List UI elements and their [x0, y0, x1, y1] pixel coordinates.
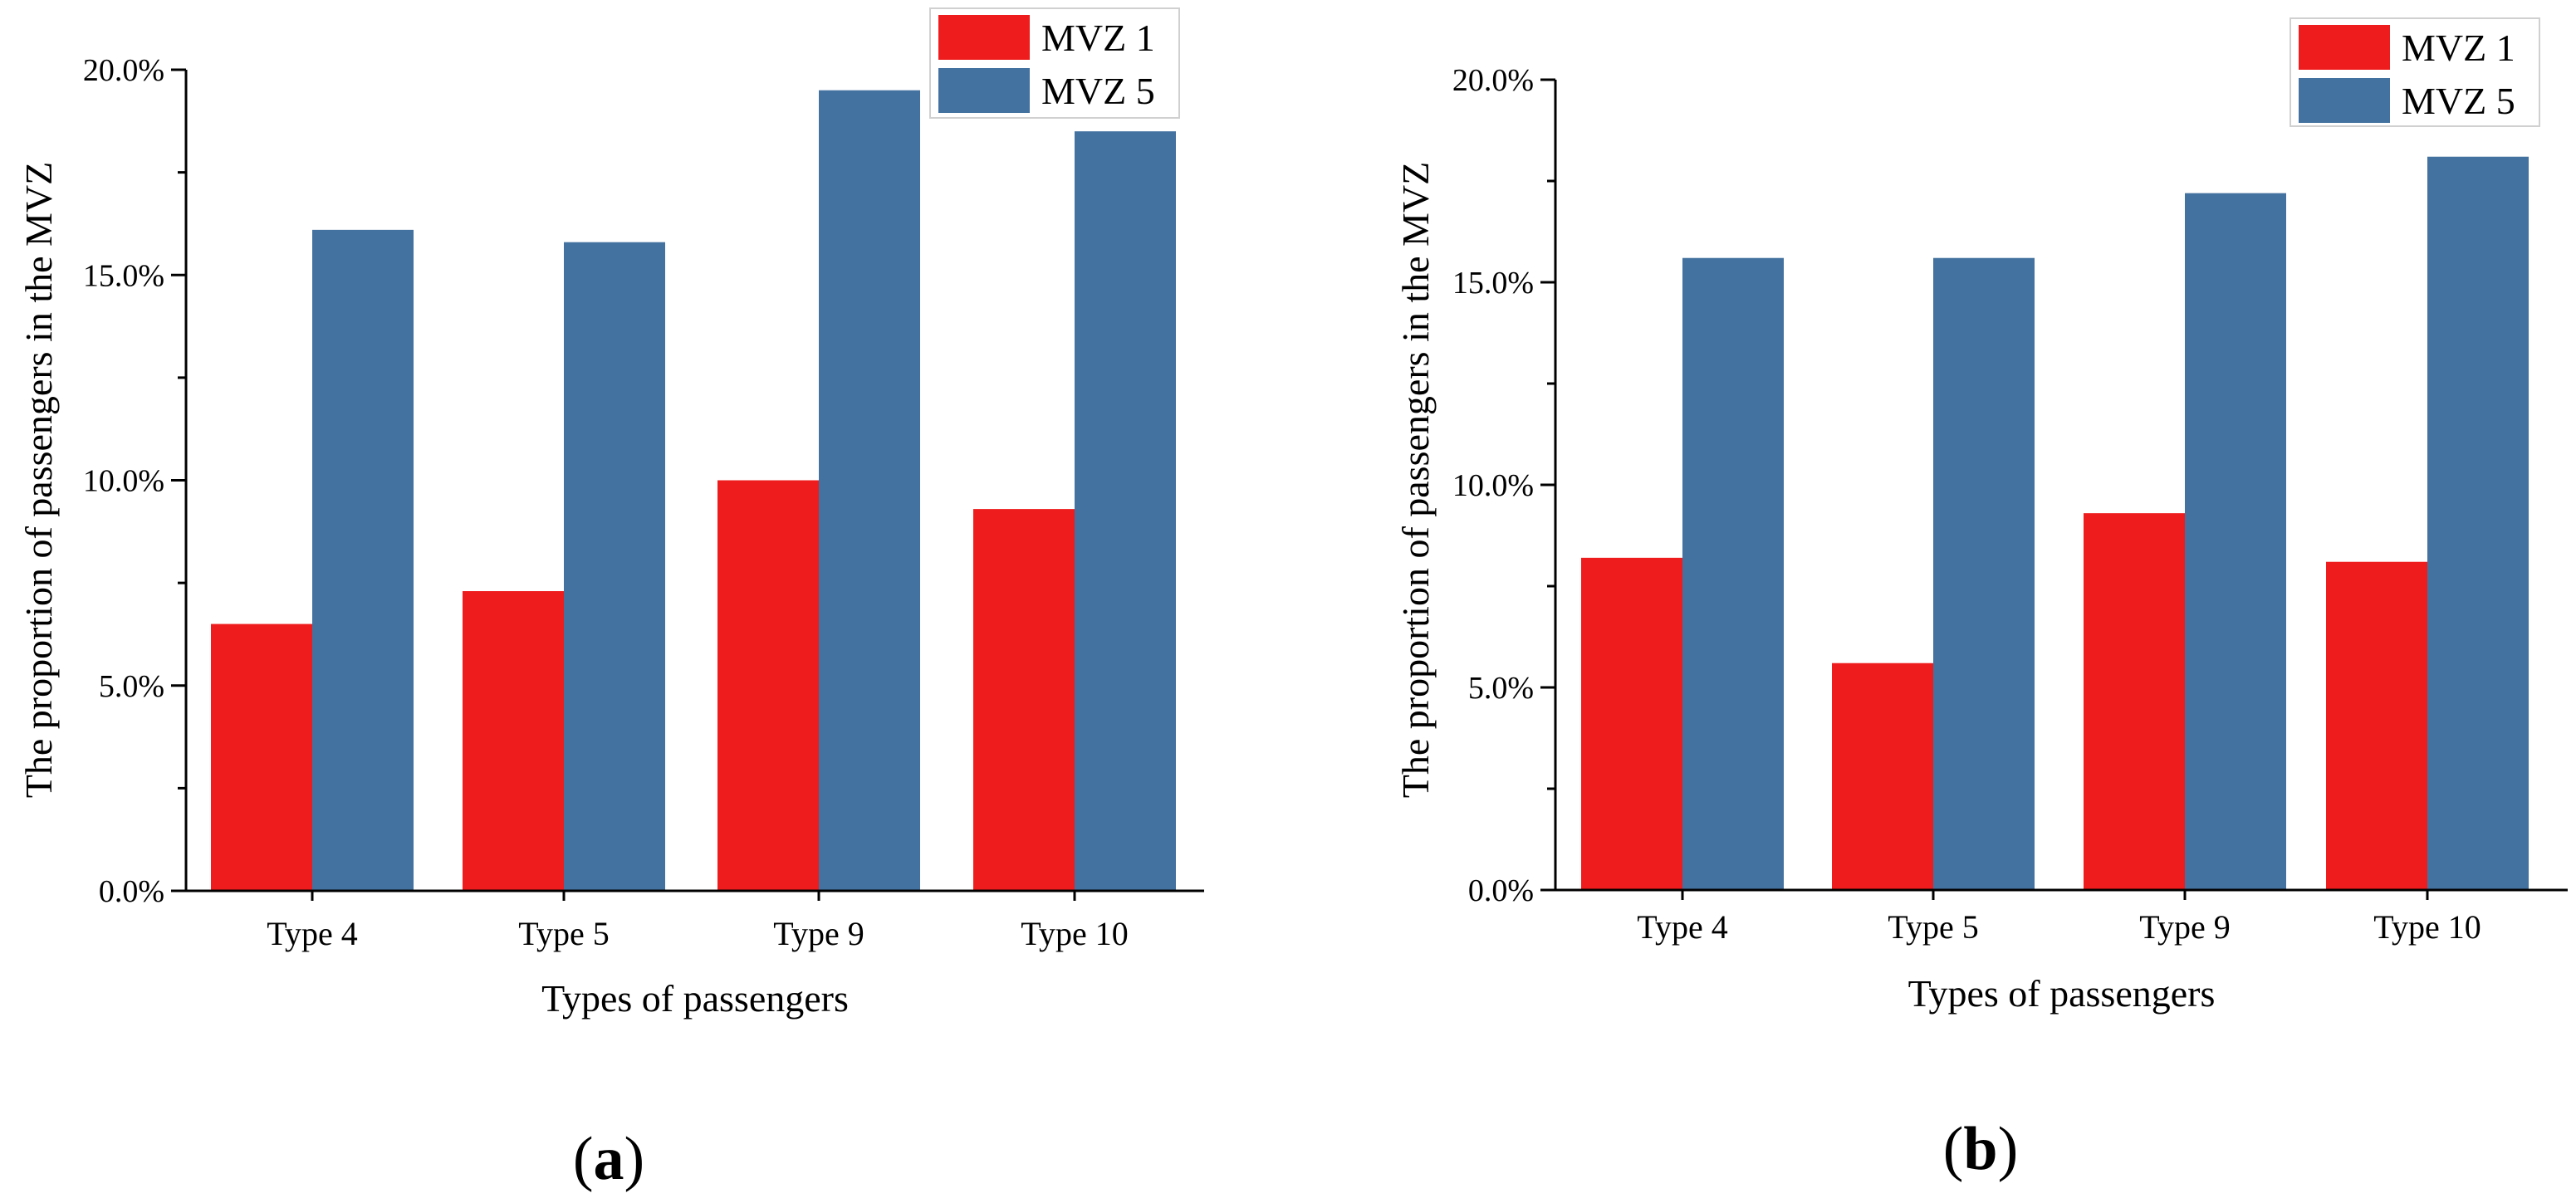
- chart-panel-b: Type 4 Type 5 Type 9 Type 10 0.0% 5.0% 10.0% 15…: [1394, 17, 2568, 1015]
- legend-swatch: [2299, 78, 2390, 123]
- x-tick-label: Type 10: [2373, 908, 2481, 946]
- legend-label: MVZ 1: [1041, 17, 1155, 59]
- bar-mvz1-type10: [2326, 561, 2427, 890]
- y-tick-label: 20.0%: [1452, 63, 1534, 98]
- panel-caption-a: (a): [573, 1125, 644, 1193]
- y-tick-label: 15.0%: [1452, 266, 1534, 301]
- x-tick-label: Type 10: [1021, 915, 1128, 952]
- x-tick-label: Type 9: [2139, 908, 2230, 946]
- bar-mvz5-type5: [1933, 257, 2035, 891]
- x-axis-title: Types of passengers: [541, 977, 849, 1020]
- x-tick-label: Type 4: [1637, 908, 1727, 946]
- y-tick-label: 0.0%: [1468, 873, 1534, 908]
- y-tick-label: 5.0%: [1468, 671, 1534, 706]
- bar-mvz1-type5: [463, 591, 564, 891]
- legend: MVZ 1 MVZ 5: [929, 7, 1180, 119]
- y-tick-label: 10.0%: [83, 464, 164, 499]
- chart-panel-a: Type 4 Type 5 Type 9 Type 10 0.0% 5.0% 10.0% 15…: [17, 7, 1204, 1020]
- y-tick-label: 10.0%: [1452, 468, 1534, 503]
- bar-mvz5-type10: [1075, 131, 1176, 892]
- legend-swatch: [2299, 25, 2390, 70]
- x-tick-label: Type 4: [267, 915, 357, 952]
- bar-mvz5-type9: [819, 90, 920, 892]
- x-tick-label: Type 5: [1888, 908, 1978, 946]
- legend-label: MVZ 5: [2402, 80, 2515, 122]
- y-tick-label: 15.0%: [83, 258, 164, 293]
- bar-mvz1-type9: [717, 480, 819, 891]
- y-tick-label: 5.0%: [99, 669, 164, 704]
- bar-mvz5-type4: [312, 229, 414, 892]
- bar-mvz1-type5: [1832, 663, 1933, 890]
- legend: MVZ 1 MVZ 5: [2290, 17, 2540, 127]
- y-tick-label: 20.0%: [83, 53, 164, 88]
- x-axis-title: Types of passengers: [1908, 972, 2216, 1015]
- legend-swatch: [938, 68, 1030, 113]
- bar-mvz1-type4: [211, 624, 312, 891]
- bar-mvz1-type9: [2084, 513, 2185, 890]
- legend-label: MVZ 1: [2402, 27, 2515, 69]
- bar-mvz5-type9: [2185, 193, 2286, 890]
- x-tick-label: Type 5: [518, 915, 609, 952]
- bar-mvz5-type4: [1682, 257, 1784, 891]
- x-tick-label: Type 9: [773, 915, 864, 952]
- y-tick-label: 0.0%: [99, 874, 164, 909]
- bar-mvz5-type5: [564, 242, 665, 891]
- y-axis-title: The proportion of passengers in the MVZ: [1394, 162, 1437, 799]
- y-axis-title: The proportion of passengers in the MVZ: [17, 162, 60, 799]
- bar-mvz1-type4: [1581, 557, 1682, 890]
- panel-caption-b: (b): [1943, 1115, 2018, 1183]
- bar-mvz5-type10: [2427, 156, 2529, 891]
- bar-mvz1-type10: [973, 509, 1075, 891]
- legend-swatch: [938, 15, 1030, 60]
- legend-label: MVZ 5: [1041, 70, 1155, 112]
